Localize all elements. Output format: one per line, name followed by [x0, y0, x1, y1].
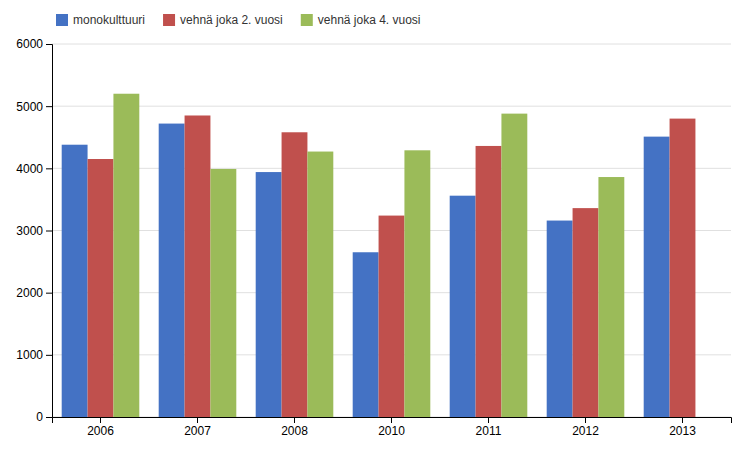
- y-tick: 3000: [16, 224, 52, 238]
- x-tick: 2011: [476, 417, 502, 438]
- bars: [62, 94, 696, 417]
- plot: 0 1000 2000 3000 4000 5000 6000 2006 2007 2008 201…: [16, 37, 731, 437]
- bar: [307, 152, 333, 417]
- tick-mark: [294, 417, 295, 423]
- x-tick: 2006: [87, 417, 114, 438]
- bar: [404, 150, 430, 417]
- legend-swatch: [56, 14, 68, 26]
- series: [113, 94, 624, 417]
- bar: [501, 114, 527, 417]
- bar: [113, 94, 139, 417]
- bar: [644, 137, 670, 417]
- series: [62, 124, 670, 417]
- bar: [379, 216, 405, 417]
- tick-label: 5000: [16, 100, 43, 114]
- bar: [670, 119, 696, 417]
- bar: [476, 146, 502, 417]
- y-tick: 5000: [16, 100, 52, 114]
- legend-label: vehnä joka 4. vuosi: [318, 13, 421, 27]
- tick-mark: [46, 44, 52, 45]
- tick-label: 3000: [16, 224, 43, 238]
- tick-mark: [391, 417, 392, 423]
- tick-mark: [46, 106, 52, 107]
- tick-mark: [46, 231, 52, 232]
- tick-label: 2006: [87, 424, 114, 438]
- y-tick: 0: [36, 410, 52, 424]
- x-axis: 2006 2007 2008 2010 2011 2012 2013: [53, 417, 732, 438]
- bar: [547, 221, 573, 417]
- y-axis: 0 1000 2000 3000 4000 5000 6000: [16, 37, 52, 424]
- tick-mark: [585, 417, 586, 423]
- tick-label: 0: [36, 410, 43, 424]
- tick-label: 2007: [184, 424, 211, 438]
- bar: [159, 124, 185, 417]
- bar: [282, 132, 308, 417]
- bar: [185, 115, 211, 417]
- bar: [88, 159, 114, 417]
- axis-line: [46, 45, 53, 418]
- bar: [62, 145, 88, 417]
- bar: [598, 177, 624, 417]
- bar: [256, 172, 282, 417]
- tick-mark: [46, 293, 52, 294]
- x-tick: 2012: [572, 417, 599, 438]
- tick-label: 1000: [16, 348, 43, 362]
- tick-mark: [46, 168, 52, 169]
- x-tick: 2010: [378, 417, 405, 438]
- grid-line: [52, 168, 731, 169]
- tick-mark: [197, 417, 198, 423]
- y-tick: 2000: [16, 286, 52, 300]
- y-tick: 6000: [16, 37, 52, 51]
- y-tick: 4000: [16, 162, 52, 176]
- tick-mark: [100, 417, 101, 423]
- tick-label: 2010: [378, 424, 405, 438]
- chart: 0 1000 2000 3000 4000 5000 6000 2006 2007 2008 201…: [0, 0, 751, 451]
- grid: [52, 44, 731, 417]
- tick-label: 2012: [572, 424, 599, 438]
- legend: monokulttuuri vehnä joka 2. vuosi vehnä jo…: [56, 13, 421, 27]
- grid-line: [52, 106, 731, 107]
- tick-label: 2000: [16, 286, 43, 300]
- tick-mark: [46, 355, 52, 356]
- tick-label: 2013: [669, 424, 696, 438]
- axis-line: [53, 418, 732, 424]
- legend-item: vehnä joka 4. vuosi: [301, 13, 421, 27]
- legend-item: monokulttuuri: [56, 13, 145, 27]
- x-tick: 2008: [281, 417, 308, 438]
- bar: [573, 208, 599, 417]
- tick-mark: [488, 417, 489, 423]
- legend-item: vehnä joka 2. vuosi: [163, 13, 283, 27]
- tick-mark: [682, 417, 683, 423]
- x-tick: 2007: [184, 417, 211, 438]
- y-tick: 1000: [16, 348, 52, 362]
- bar: [210, 169, 236, 417]
- tick-mark: [46, 417, 52, 418]
- legend-label: monokulttuuri: [73, 13, 145, 27]
- tick-label: 2008: [281, 424, 308, 438]
- x-tick: 2013: [669, 417, 696, 438]
- tick-label: 2011: [476, 424, 502, 438]
- legend-label: vehnä joka 2. vuosi: [180, 13, 283, 27]
- legend-swatch: [301, 14, 313, 26]
- series: [88, 115, 696, 417]
- bar: [353, 252, 379, 417]
- legend-swatch: [163, 14, 175, 26]
- grid-line: [52, 44, 731, 45]
- bar: [450, 196, 476, 417]
- tick-label: 6000: [16, 37, 43, 51]
- tick-label: 4000: [16, 162, 43, 176]
